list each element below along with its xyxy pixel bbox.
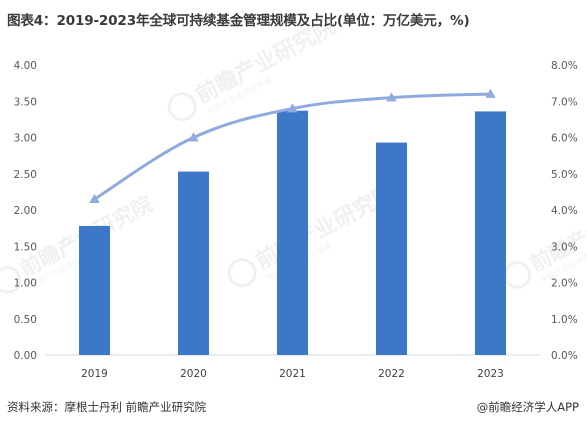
y-left-tick-label: 0.50 xyxy=(14,314,37,326)
x-tick-label: 2022 xyxy=(378,368,405,380)
watermark-logo-icon xyxy=(227,258,257,288)
y-left-tick-label: 4.00 xyxy=(14,60,37,72)
y-right-tick-label: 5.0% xyxy=(551,169,578,181)
x-tick-label: 2020 xyxy=(180,368,207,380)
bar xyxy=(178,171,209,355)
y-axis-left: 0.00 0.50 1.00 1.50 2.00 2.50 3.00 3.50 4.00 xyxy=(14,60,37,362)
y-right-tick-label: 3.0% xyxy=(551,241,578,253)
y-right-tick-label: 2.0% xyxy=(551,278,578,290)
y-right-tick-label: 8.0% xyxy=(551,60,578,72)
y-right-tick-label: 0.0% xyxy=(551,350,578,362)
y-left-tick-label: 2.00 xyxy=(14,205,37,217)
y-axis-right: 0.0% 1.0% 2.0% 3.0% 4.0% 5.0% 6.0% 7.0% 8.0% xyxy=(551,60,578,362)
brand-label: @前瞻经济学人APP xyxy=(476,400,579,414)
bar xyxy=(475,111,506,356)
line-marker xyxy=(287,103,298,113)
x-tick-label: 2021 xyxy=(279,368,306,380)
y-left-tick-label: 1.50 xyxy=(14,241,37,253)
x-tick-label: 2023 xyxy=(477,368,504,380)
y-left-tick-label: 0.00 xyxy=(14,350,37,362)
line-marker xyxy=(386,92,397,102)
watermark-logo-icon xyxy=(167,92,197,122)
watermark-logo-icon xyxy=(503,261,532,289)
y-left-tick-label: 1.00 xyxy=(14,278,37,290)
y-left-tick-label: 3.00 xyxy=(14,133,37,145)
source-note: 资料来源：摩根士丹利 前瞻产业研究院 xyxy=(7,400,207,414)
watermark-logo-icon xyxy=(0,266,22,294)
y-right-tick-label: 6.0% xyxy=(551,133,578,145)
line-marker xyxy=(89,193,100,204)
line-marker xyxy=(485,88,496,98)
x-tick-label: 2019 xyxy=(81,368,108,380)
watermark-text: 前瞻产业研究院 xyxy=(192,14,340,109)
line-series xyxy=(89,88,496,204)
y-right-tick-label: 1.0% xyxy=(551,314,578,326)
y-left-tick-label: 2.50 xyxy=(14,169,37,181)
bar-series xyxy=(79,110,506,356)
bar xyxy=(376,142,407,355)
x-axis: 2019 2020 2021 2022 2023 xyxy=(81,368,504,380)
line-marker xyxy=(188,132,199,142)
y-right-tick-label: 4.0% xyxy=(551,205,578,217)
bar xyxy=(277,110,308,355)
chart-title: 图表4：2019-2023年全球可持续基金管理规模及占比(单位：万亿美元，%) xyxy=(7,13,470,29)
y-left-tick-label: 3.50 xyxy=(14,96,37,108)
bar xyxy=(79,225,110,355)
y-right-tick-label: 7.0% xyxy=(551,96,578,108)
